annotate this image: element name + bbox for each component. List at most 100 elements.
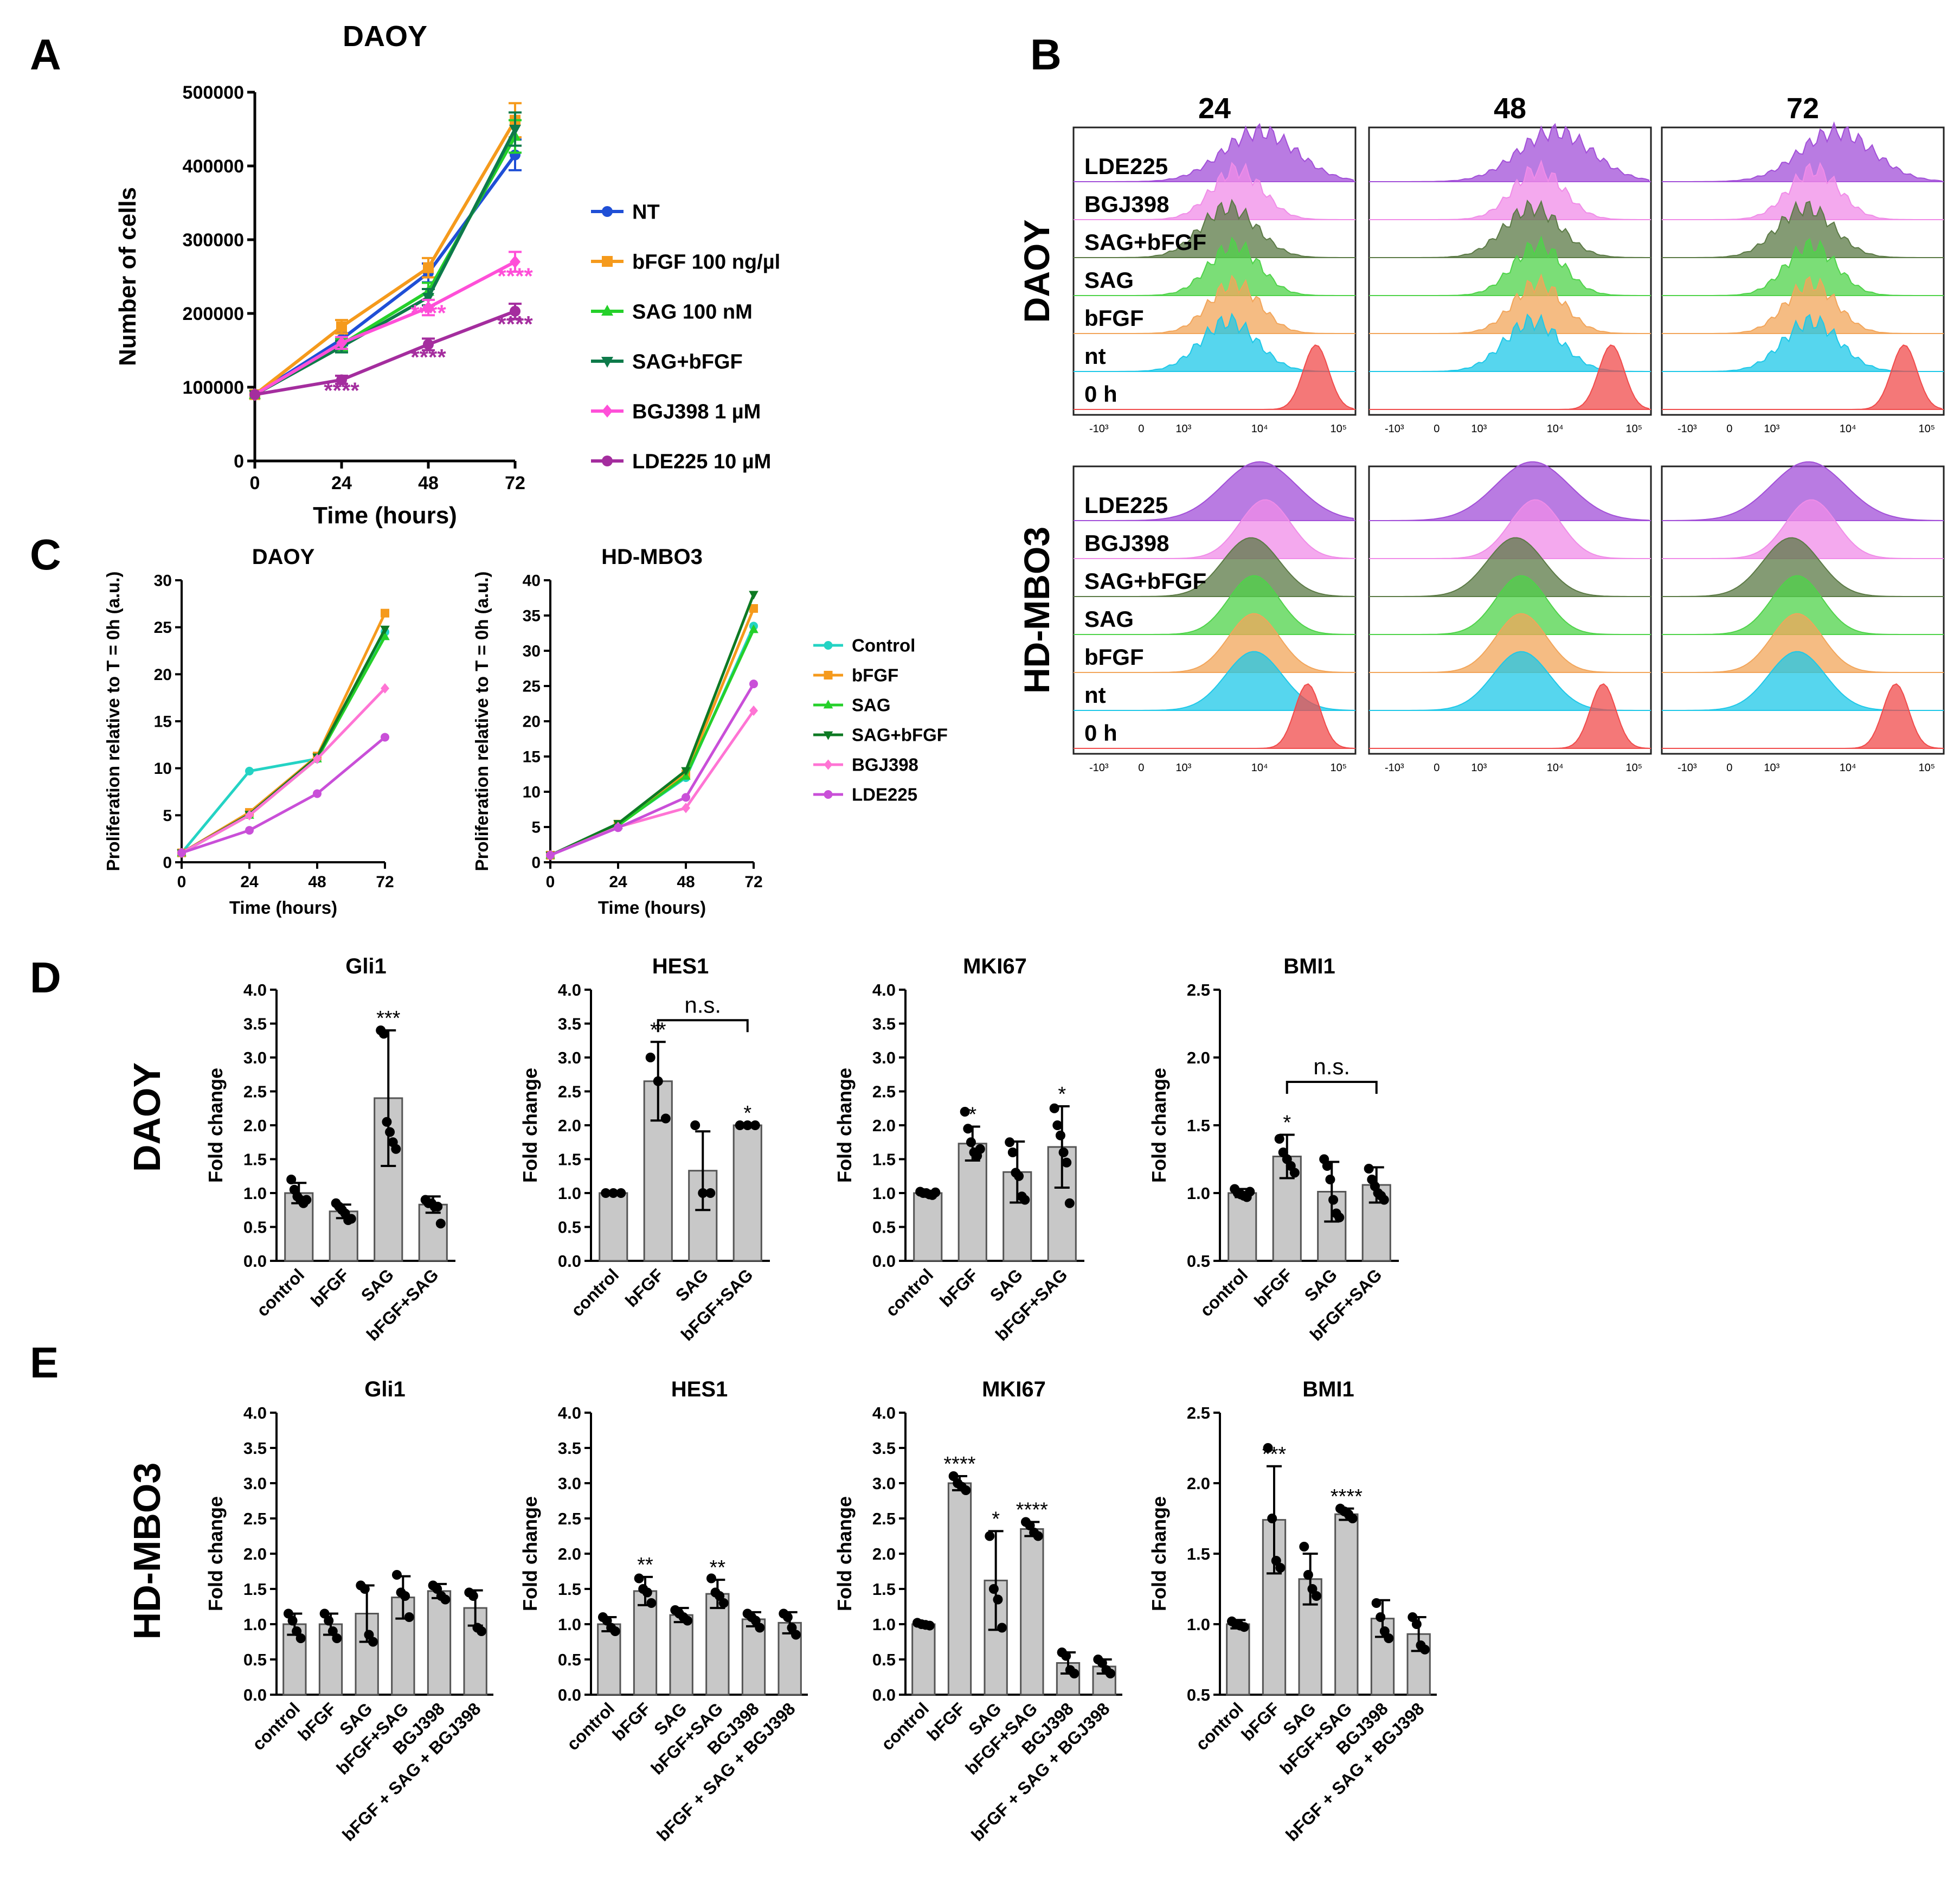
significance-mark: ** bbox=[710, 1556, 726, 1579]
data-point bbox=[1025, 1521, 1035, 1530]
series-line-4 bbox=[181, 687, 386, 854]
panel-label-e: E bbox=[30, 1338, 59, 1387]
x-tick-label: 0 bbox=[1138, 423, 1144, 435]
y-tick-label: 0.5 bbox=[872, 1650, 896, 1669]
row-label: 0 h bbox=[1084, 720, 1117, 746]
data-point bbox=[391, 1144, 401, 1154]
series-line-4 bbox=[254, 260, 516, 396]
x-tick-label: 0 bbox=[1726, 423, 1732, 435]
y-tick-label: 0.5 bbox=[1187, 1252, 1210, 1271]
data-point bbox=[319, 1608, 330, 1619]
data-point bbox=[440, 1594, 451, 1605]
y-tick-label: 0 bbox=[531, 854, 541, 872]
x-tick-label: 10⁵ bbox=[1626, 423, 1643, 435]
y-tick-label: 10 bbox=[523, 784, 541, 802]
data-point bbox=[1055, 1130, 1065, 1140]
y-tick-label: 3.0 bbox=[558, 1474, 581, 1493]
x-tick-label: SAG bbox=[357, 1265, 397, 1305]
significance-annotation: **** bbox=[497, 311, 533, 337]
legend-marker bbox=[823, 731, 833, 740]
y-axis-label: Proliferation relative to T = 0h (a.u.) bbox=[472, 572, 492, 871]
data-point bbox=[698, 1188, 708, 1198]
y-axis-label: Fold change bbox=[204, 1496, 227, 1611]
data-point bbox=[975, 1144, 985, 1154]
x-tick-label: 10³ bbox=[1471, 762, 1487, 774]
x-tick-label: -10³ bbox=[1089, 423, 1109, 435]
data-point bbox=[1420, 1644, 1430, 1655]
legend-marker bbox=[823, 700, 833, 709]
bar-control bbox=[597, 1623, 621, 1696]
data-point bbox=[1062, 1157, 1072, 1168]
x-tick-label: 48 bbox=[308, 873, 326, 891]
y-tick-label: 4.0 bbox=[243, 980, 267, 999]
data-point bbox=[653, 1076, 663, 1086]
x-tick-label: -10³ bbox=[1385, 423, 1404, 435]
x-tick-label: 10³ bbox=[1471, 423, 1487, 435]
legend-label: bFGF 100 ng/µl bbox=[632, 251, 780, 273]
x-tick-label: -10³ bbox=[1089, 762, 1109, 774]
legend-label: Control bbox=[852, 636, 915, 656]
y-tick-label: 4.0 bbox=[558, 1403, 581, 1422]
data-point bbox=[346, 1214, 356, 1224]
row-label: nt bbox=[1084, 343, 1106, 369]
data-point bbox=[1376, 1612, 1386, 1622]
x-tick-label: 10⁴ bbox=[1547, 762, 1564, 774]
y-tick-label: 0.0 bbox=[243, 1252, 267, 1271]
data-point bbox=[948, 1471, 959, 1481]
y-tick-label: 1.0 bbox=[558, 1615, 581, 1634]
bar-bFGF+SAG bbox=[1020, 1528, 1044, 1696]
x-tick-label: 72 bbox=[376, 873, 394, 891]
y-tick-label: 200000 bbox=[183, 304, 244, 324]
row-label: 0 h bbox=[1084, 381, 1117, 407]
row-label: SAG+bFGF bbox=[1084, 568, 1206, 594]
side-label-daoy: DAOY bbox=[126, 1062, 168, 1172]
x-tick-label: 10³ bbox=[1175, 762, 1191, 774]
y-tick-label: 3.5 bbox=[558, 1015, 581, 1034]
y-tick-label: 2.0 bbox=[872, 1544, 896, 1563]
y-tick-label: 2.0 bbox=[243, 1116, 267, 1135]
y-tick-label: 2.5 bbox=[872, 1082, 896, 1101]
data-point bbox=[336, 374, 347, 386]
y-tick-label: 1.5 bbox=[243, 1580, 267, 1599]
data-point bbox=[660, 1113, 671, 1124]
histogram-LDE225 bbox=[1663, 461, 1942, 521]
x-tick-label: control bbox=[253, 1265, 308, 1320]
chart-title: DAOY bbox=[252, 545, 315, 569]
series-line-3 bbox=[254, 128, 517, 396]
x-tick-label: 72 bbox=[744, 873, 762, 891]
y-tick-label: 1.0 bbox=[1187, 1184, 1210, 1203]
significance-mark: ** bbox=[637, 1554, 653, 1576]
legend-marker bbox=[601, 357, 613, 368]
legend-label: LDE225 bbox=[852, 785, 917, 805]
column-header-72: 72 bbox=[1787, 92, 1819, 125]
legend-label: BGJ398 bbox=[852, 755, 918, 775]
significance-mark: *** bbox=[376, 1007, 401, 1030]
y-tick-label: 1.5 bbox=[558, 1580, 581, 1599]
data-point bbox=[1379, 1626, 1390, 1636]
x-tick-label: 0 bbox=[546, 873, 555, 891]
data-point bbox=[749, 680, 758, 689]
data-point bbox=[509, 125, 521, 136]
y-axis-label: Fold change bbox=[1148, 1068, 1170, 1183]
data-point bbox=[423, 301, 434, 315]
panel-a-chart: DAOY 0 100000 200000 300000 400000 500000 0 24 48… bbox=[114, 20, 780, 529]
data-point bbox=[966, 1137, 976, 1148]
data-point bbox=[295, 1633, 306, 1643]
data-point bbox=[1325, 1175, 1335, 1184]
significance-mark: * bbox=[743, 1102, 751, 1125]
row-label: LDE225 bbox=[1084, 153, 1168, 179]
data-point bbox=[423, 262, 434, 273]
y-tick-label: 1.0 bbox=[1187, 1615, 1210, 1634]
data-point bbox=[332, 1633, 342, 1643]
chart-title: BMI1 bbox=[1283, 954, 1335, 978]
y-tick-label: 2.0 bbox=[558, 1544, 581, 1563]
data-point bbox=[313, 789, 322, 798]
y-tick-label: 300000 bbox=[183, 230, 244, 251]
bar-SAG bbox=[669, 1614, 693, 1696]
bar-chart-D2: HES1 0.0 0.5 1.0 1.5 2.0 2.5 3.0 3.5 4.0 Fold chan… bbox=[519, 954, 770, 1344]
x-tick-label: bFGF bbox=[1250, 1265, 1296, 1311]
bar-control bbox=[911, 1623, 936, 1696]
data-point bbox=[642, 1587, 652, 1598]
data-point bbox=[1299, 1542, 1309, 1552]
